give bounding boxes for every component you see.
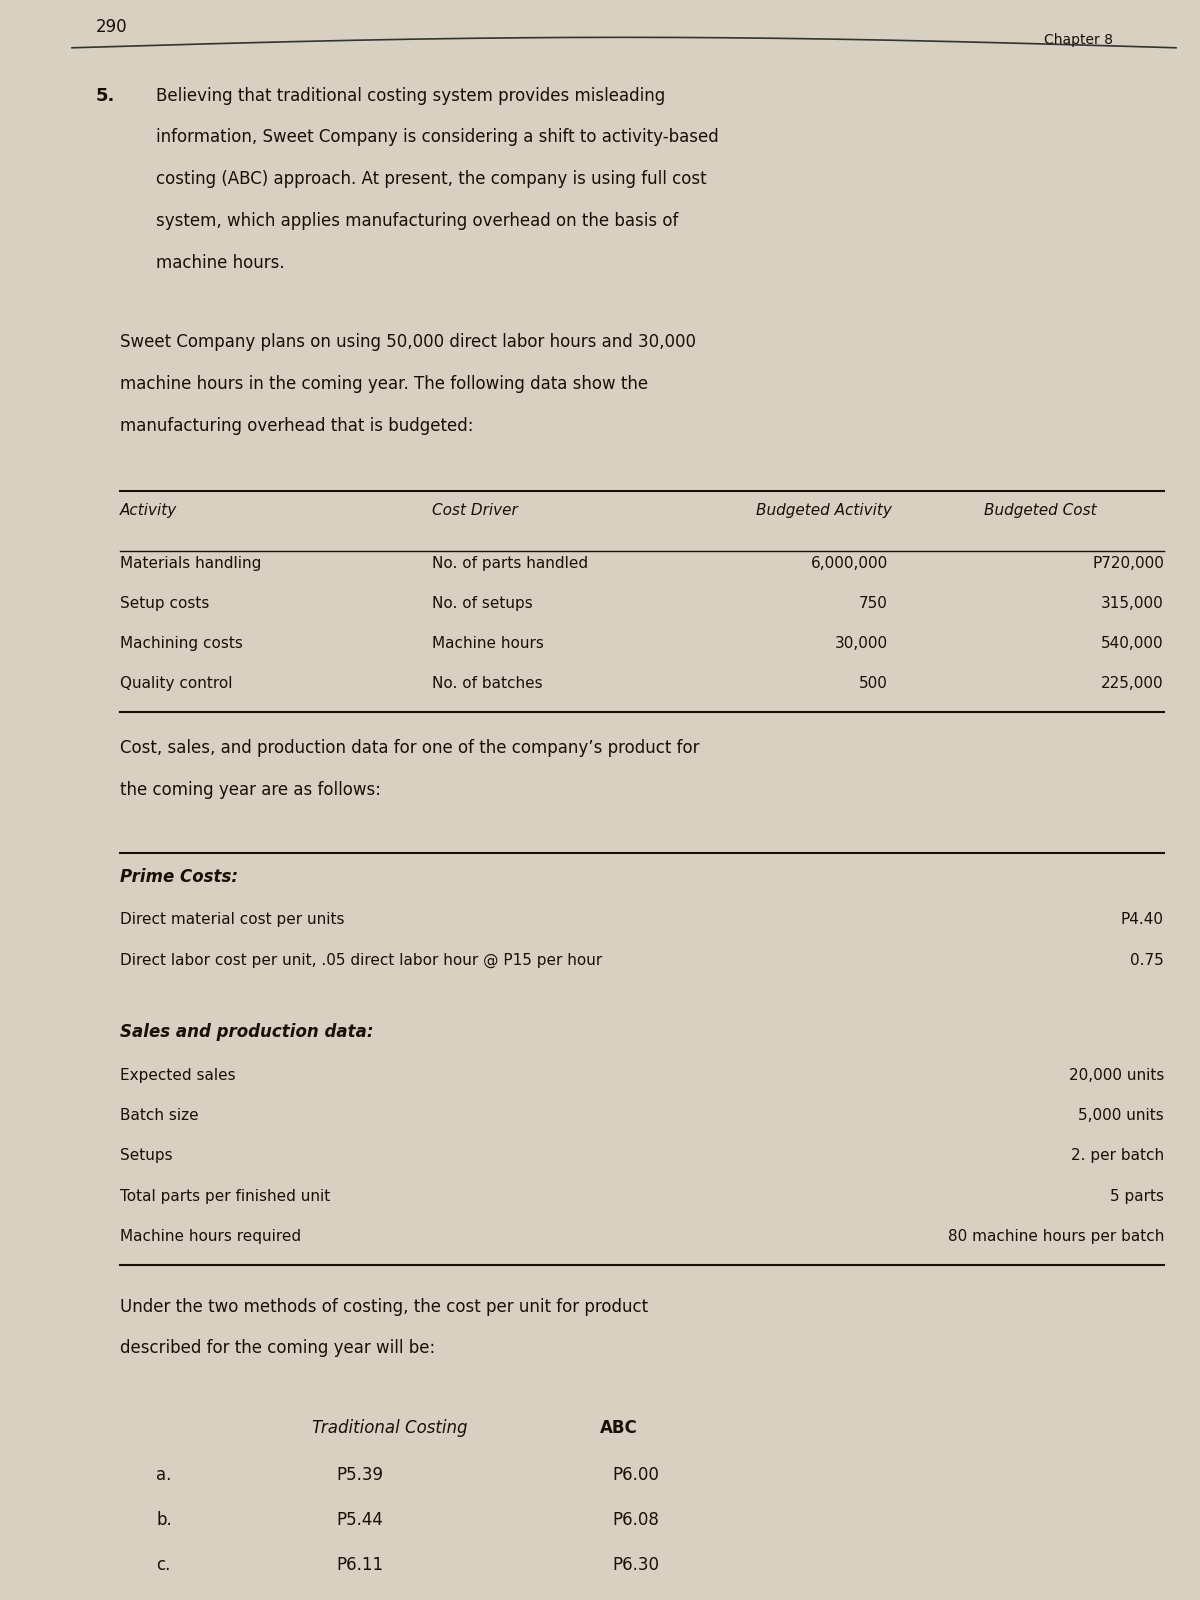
Text: Batch size: Batch size xyxy=(120,1109,199,1123)
Text: 80 machine hours per batch: 80 machine hours per batch xyxy=(948,1229,1164,1243)
Text: 0.75: 0.75 xyxy=(1130,952,1164,968)
Text: 5,000 units: 5,000 units xyxy=(1079,1109,1164,1123)
Text: the coming year are as follows:: the coming year are as follows: xyxy=(120,781,382,798)
Text: P6.00: P6.00 xyxy=(612,1467,660,1485)
Text: b.: b. xyxy=(156,1512,172,1530)
Text: Traditional Costing: Traditional Costing xyxy=(312,1419,468,1437)
Text: 540,000: 540,000 xyxy=(1102,637,1164,651)
Text: Machine hours required: Machine hours required xyxy=(120,1229,301,1243)
Text: P4.40: P4.40 xyxy=(1121,912,1164,928)
Text: Sales and production data:: Sales and production data: xyxy=(120,1022,373,1042)
Text: Cost Driver: Cost Driver xyxy=(432,504,517,518)
Text: P6.11: P6.11 xyxy=(336,1557,384,1574)
Text: P6.08: P6.08 xyxy=(612,1512,660,1530)
Text: Quality control: Quality control xyxy=(120,677,233,691)
Text: 315,000: 315,000 xyxy=(1102,595,1164,611)
Text: Under the two methods of costing, the cost per unit for product: Under the two methods of costing, the co… xyxy=(120,1298,648,1315)
Text: No. of batches: No. of batches xyxy=(432,677,542,691)
Text: 5.: 5. xyxy=(96,86,115,104)
Text: machine hours in the coming year. The following data show the: machine hours in the coming year. The fo… xyxy=(120,374,648,394)
Text: P5.44: P5.44 xyxy=(336,1512,384,1530)
Text: Budgeted Cost: Budgeted Cost xyxy=(984,504,1097,518)
Text: Believing that traditional costing system provides misleading: Believing that traditional costing syste… xyxy=(156,86,665,104)
Text: 2. per batch: 2. per batch xyxy=(1070,1149,1164,1163)
Text: Materials handling: Materials handling xyxy=(120,555,262,571)
Text: Chapter 8: Chapter 8 xyxy=(1044,34,1114,46)
Text: No. of setups: No. of setups xyxy=(432,595,533,611)
Text: No. of parts handled: No. of parts handled xyxy=(432,555,588,571)
Text: Expected sales: Expected sales xyxy=(120,1067,235,1083)
Text: Direct labor cost per unit, .05 direct labor hour @ P15 per hour: Direct labor cost per unit, .05 direct l… xyxy=(120,952,602,968)
Text: Machine hours: Machine hours xyxy=(432,637,544,651)
Text: Machining costs: Machining costs xyxy=(120,637,242,651)
Text: P720,000: P720,000 xyxy=(1092,555,1164,571)
Text: Prime Costs:: Prime Costs: xyxy=(120,867,238,886)
Text: a.: a. xyxy=(156,1467,172,1485)
Text: information, Sweet Company is considering a shift to activity-based: information, Sweet Company is considerin… xyxy=(156,128,719,147)
Text: c.: c. xyxy=(156,1557,170,1574)
Text: manufacturing overhead that is budgeted:: manufacturing overhead that is budgeted: xyxy=(120,416,474,435)
Text: machine hours.: machine hours. xyxy=(156,254,284,272)
Text: Cost, sales, and production data for one of the company’s product for: Cost, sales, and production data for one… xyxy=(120,739,700,757)
Text: 6,000,000: 6,000,000 xyxy=(811,555,888,571)
Text: 20,000 units: 20,000 units xyxy=(1069,1067,1164,1083)
Text: P6.30: P6.30 xyxy=(612,1557,660,1574)
Text: ABC: ABC xyxy=(600,1419,637,1437)
Text: described for the coming year will be:: described for the coming year will be: xyxy=(120,1339,436,1357)
Text: P5.39: P5.39 xyxy=(336,1467,384,1485)
Text: Sweet Company plans on using 50,000 direct labor hours and 30,000: Sweet Company plans on using 50,000 dire… xyxy=(120,333,696,350)
Text: Setups: Setups xyxy=(120,1149,173,1163)
Text: 30,000: 30,000 xyxy=(835,637,888,651)
Text: Total parts per finished unit: Total parts per finished unit xyxy=(120,1189,330,1203)
Text: 5 parts: 5 parts xyxy=(1110,1189,1164,1203)
Text: 750: 750 xyxy=(859,595,888,611)
Text: 500: 500 xyxy=(859,677,888,691)
Text: 290: 290 xyxy=(96,18,127,35)
Text: costing (ABC) approach. At present, the company is using full cost: costing (ABC) approach. At present, the … xyxy=(156,170,707,189)
Text: 225,000: 225,000 xyxy=(1102,677,1164,691)
Text: Direct material cost per units: Direct material cost per units xyxy=(120,912,344,928)
Text: system, which applies manufacturing overhead on the basis of: system, which applies manufacturing over… xyxy=(156,213,678,230)
Text: Budgeted Activity: Budgeted Activity xyxy=(756,504,892,518)
Text: Setup costs: Setup costs xyxy=(120,595,209,611)
Text: Activity: Activity xyxy=(120,504,178,518)
